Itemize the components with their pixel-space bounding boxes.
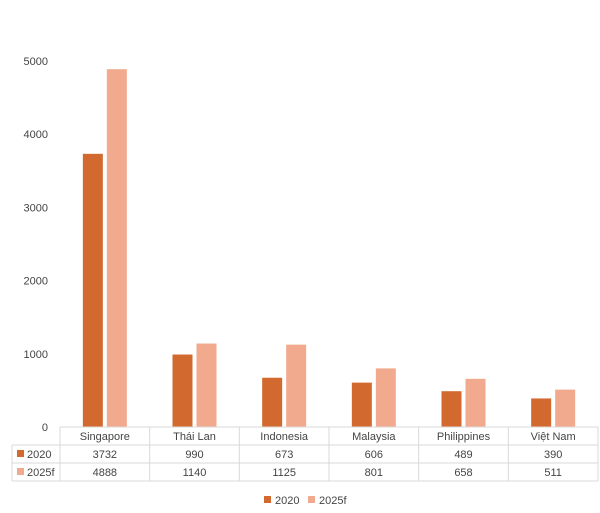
data-label: 511 <box>544 467 562 479</box>
data-table: Singapore Thái Lan Indonesia Malaysia Philip… <box>11 426 599 482</box>
bar-philippines-2020 <box>441 391 462 427</box>
data-label: 658 <box>454 467 472 479</box>
y-tick-label: 3000 <box>24 202 48 214</box>
y-axis: 0 1000 2000 3000 4000 5000 <box>24 56 48 434</box>
y-tick-label: 0 <box>42 422 48 434</box>
data-label: 390 <box>544 449 562 461</box>
x-tick-label: Việt Nam <box>531 431 576 443</box>
data-label: 990 <box>185 449 203 461</box>
bar-viet-nam-2025f <box>555 389 576 427</box>
bar-thai-lan-2020 <box>172 354 193 427</box>
data-label: 606 <box>365 449 383 461</box>
x-tick-label: Philippines <box>437 431 491 443</box>
bar-indonesia-2025f <box>286 344 307 427</box>
data-label: 801 <box>365 467 383 479</box>
legend-label: 2025f <box>319 495 347 507</box>
bar-thai-lan-2025f <box>196 343 217 427</box>
x-tick-label: Thái Lan <box>173 431 216 443</box>
y-tick-label: 2000 <box>24 276 48 288</box>
data-label: 1140 <box>183 467 207 479</box>
bar-malaysia-2025f <box>375 368 396 427</box>
table-series-label: 2025f <box>27 467 55 479</box>
data-label: 4888 <box>93 467 117 479</box>
bar-philippines-2025f <box>465 378 486 427</box>
bars <box>82 69 576 428</box>
y-tick-label: 4000 <box>24 129 48 141</box>
legend-label: 2020 <box>275 495 299 507</box>
legend: 2020 2025f <box>264 495 347 507</box>
data-label: 673 <box>275 449 293 461</box>
y-tick-label: 1000 <box>24 349 48 361</box>
bar-singapore-2020 <box>82 153 103 427</box>
data-label: 3732 <box>93 449 117 461</box>
legend-swatch <box>308 496 315 503</box>
x-tick-label: Indonesia <box>260 431 309 443</box>
data-label: 489 <box>454 449 472 461</box>
bar-indonesia-2020 <box>262 377 283 427</box>
x-tick-label: Malaysia <box>352 431 396 443</box>
y-tick-label: 5000 <box>24 56 48 68</box>
bar-viet-nam-2020 <box>531 398 552 427</box>
bar-malaysia-2020 <box>351 382 372 427</box>
bar-singapore-2025f <box>106 69 127 428</box>
table-legend-swatch <box>17 450 24 457</box>
table-series-label: 2020 <box>27 449 51 461</box>
legend-swatch <box>264 496 271 503</box>
x-tick-label: Singapore <box>80 431 130 443</box>
data-label: 1125 <box>272 467 296 479</box>
table-legend-swatch <box>17 468 24 475</box>
